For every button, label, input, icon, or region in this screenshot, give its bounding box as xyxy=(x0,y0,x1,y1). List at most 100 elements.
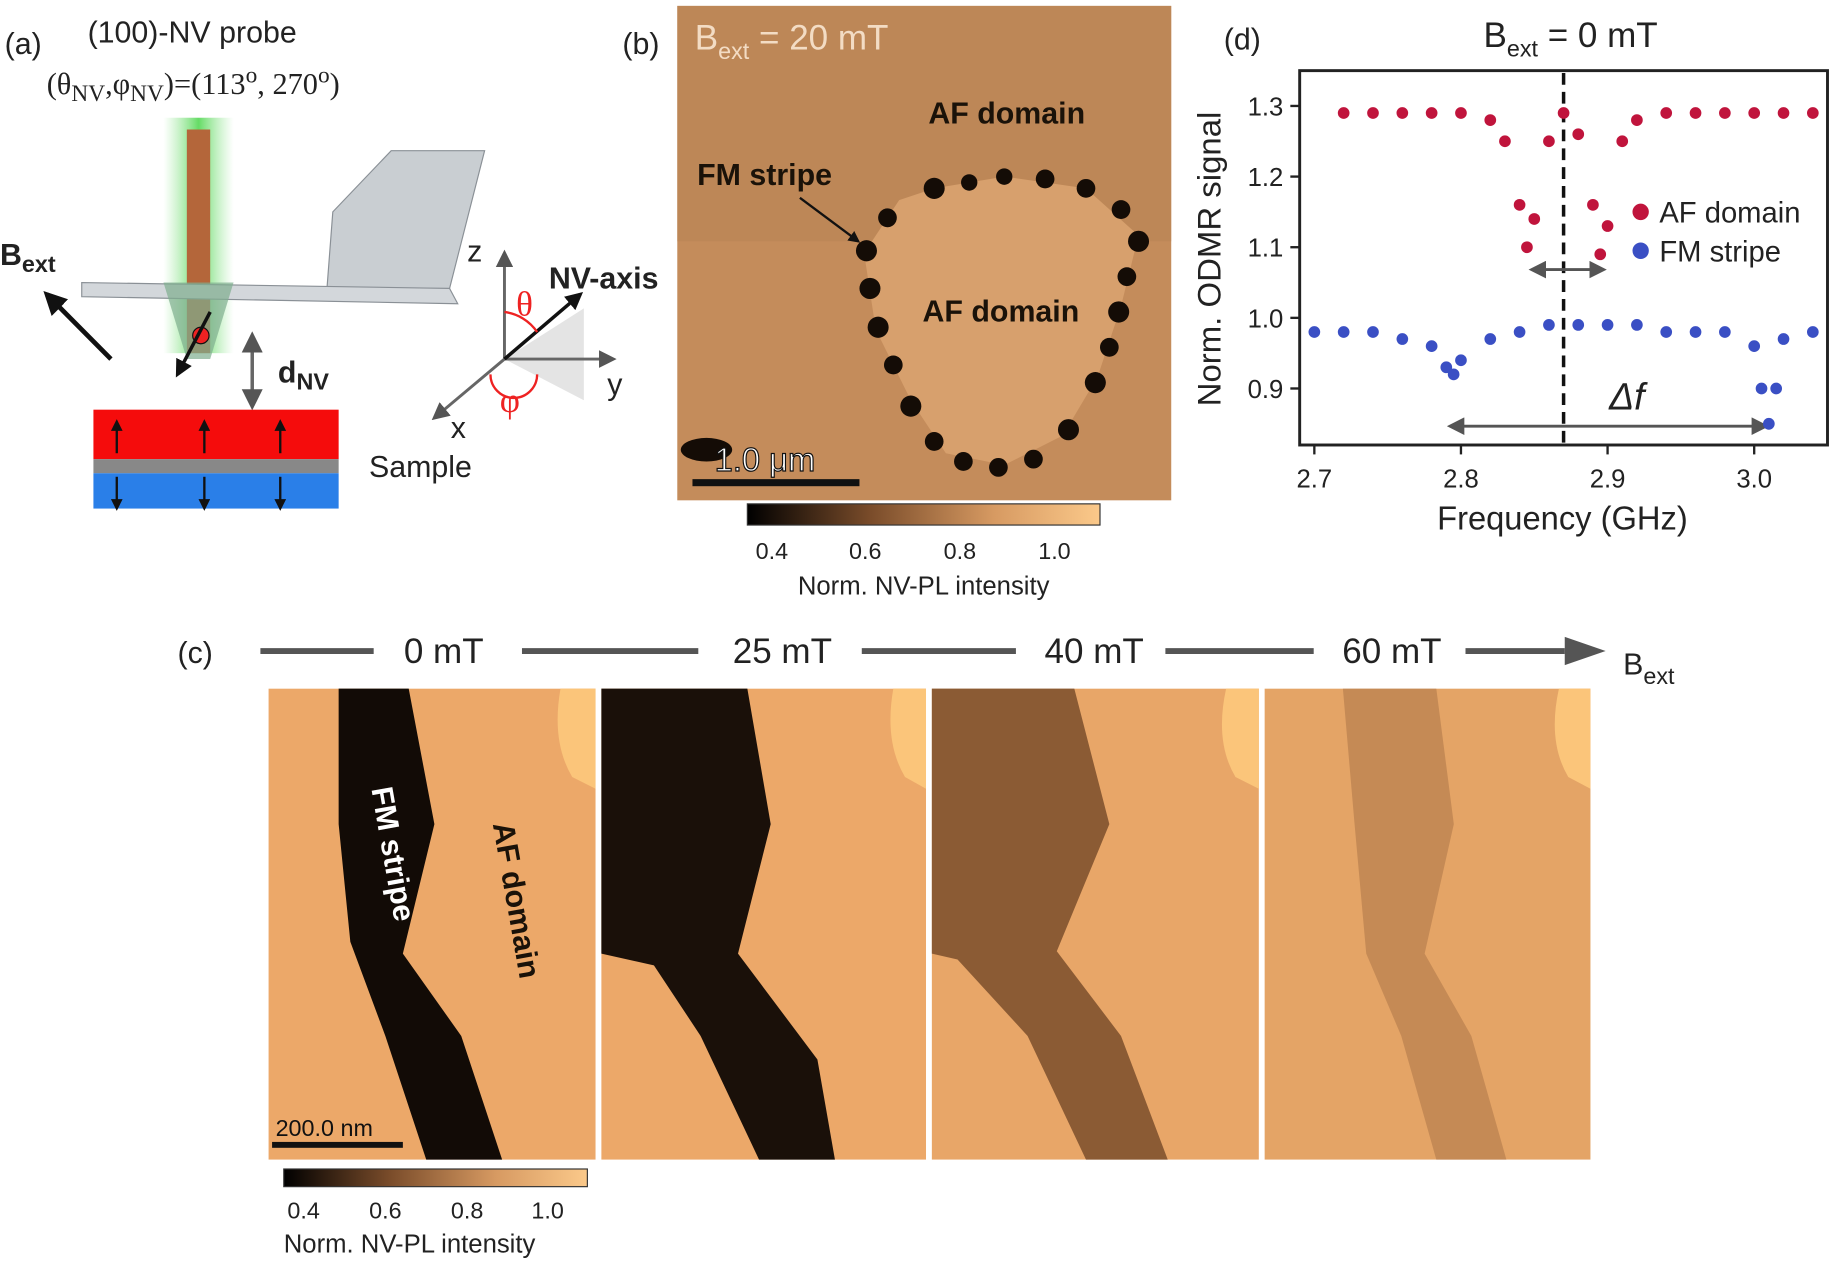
panel-label: (a) xyxy=(5,27,42,61)
marker xyxy=(1631,114,1643,126)
marker xyxy=(1806,107,1819,119)
marker xyxy=(1440,361,1453,374)
stripe xyxy=(931,688,1168,1160)
panel-label: (b) xyxy=(622,27,659,61)
colorbar-tick: 0.8 xyxy=(944,538,976,564)
x-tick-label: 2.9 xyxy=(1590,465,1626,493)
bext-arrow xyxy=(43,290,113,361)
marker xyxy=(1521,241,1533,254)
defect xyxy=(680,437,733,462)
marker xyxy=(1557,107,1570,119)
marker xyxy=(1587,198,1599,211)
nv-axis-label: NV-axis xyxy=(549,261,659,295)
phi-arc xyxy=(489,374,539,400)
t: ext xyxy=(1643,663,1675,689)
marker xyxy=(1455,354,1467,367)
marker xyxy=(1748,107,1761,119)
t: NV xyxy=(130,81,164,107)
y-tick-label: 1.1 xyxy=(1248,235,1284,263)
panel-label: (d) xyxy=(1224,22,1261,56)
marker xyxy=(1337,326,1350,338)
x-tick-label: 2.8 xyxy=(1443,465,1479,493)
domain-wall-dots xyxy=(855,168,1150,477)
dnv-label: dNV xyxy=(278,355,329,394)
t: d xyxy=(278,355,297,389)
spin-arrows xyxy=(110,419,287,511)
stripe xyxy=(338,688,503,1160)
marker xyxy=(1689,326,1702,338)
nv-plane xyxy=(504,308,584,401)
y-tick-label: 0.9 xyxy=(1248,376,1284,404)
marker xyxy=(1755,382,1768,395)
t: B xyxy=(695,18,718,57)
marker xyxy=(1396,333,1409,345)
marker xyxy=(1660,107,1673,119)
phi-label: φ xyxy=(500,381,520,420)
marker xyxy=(1748,340,1761,352)
colorbar-tick: 0.4 xyxy=(756,538,788,564)
field-arrowhead xyxy=(1564,636,1606,666)
t: (θ xyxy=(47,67,72,101)
layer-bottom xyxy=(93,473,339,509)
colorbar-tick: 1.0 xyxy=(531,1197,563,1223)
map-patch xyxy=(890,688,927,789)
af-label: AF domain xyxy=(923,294,1080,328)
axes-diagram xyxy=(431,249,617,421)
colorbar-tick: 0.6 xyxy=(369,1197,401,1223)
y-tick-label: 1.3 xyxy=(1248,93,1284,121)
marker xyxy=(1601,319,1614,331)
probe-title: (100)-NV probe xyxy=(88,15,297,49)
y-axis-label: Norm. ODMR signal xyxy=(1190,112,1227,407)
plot-frame xyxy=(1298,69,1829,447)
t: NV xyxy=(296,369,329,395)
stripe xyxy=(601,688,835,1160)
theta-label: θ xyxy=(516,284,533,323)
marker xyxy=(1777,333,1790,345)
t: , 270 xyxy=(257,67,318,101)
colorbar xyxy=(283,1168,588,1188)
t: NV xyxy=(71,81,105,107)
marker xyxy=(1572,128,1585,141)
scale-bar xyxy=(692,479,860,487)
field-label: 60 mT xyxy=(1342,632,1441,671)
x-tick-label: 2.7 xyxy=(1296,465,1332,493)
axis-y: y xyxy=(607,367,623,401)
marker xyxy=(1425,107,1438,119)
marker xyxy=(1513,198,1526,211)
marker xyxy=(1528,213,1541,225)
marker xyxy=(1455,107,1467,119)
stripe xyxy=(1342,688,1507,1160)
legend-marker xyxy=(1632,203,1649,221)
t: ) xyxy=(330,67,340,101)
domain xyxy=(864,176,1139,466)
scale-bar-label: 1.0 μm xyxy=(715,441,816,478)
field-label: 0 mT xyxy=(404,632,484,671)
t: )=(113 xyxy=(164,67,246,101)
field-label: 25 mT xyxy=(733,632,832,671)
theta-arc xyxy=(504,310,539,333)
colorbar-tick: 0.6 xyxy=(849,538,881,564)
marker xyxy=(1513,326,1526,338)
x-tick-label: 3.0 xyxy=(1736,465,1772,493)
layer-spacer xyxy=(93,459,339,474)
bext-label: Bext xyxy=(0,238,56,277)
t: o xyxy=(318,62,330,88)
colorbar-label: Norm. NV-PL intensity xyxy=(284,1230,536,1258)
cantilever xyxy=(326,150,486,290)
t: ext xyxy=(1507,35,1539,61)
marker xyxy=(1616,135,1629,148)
t: ext xyxy=(718,38,750,64)
t: = 0 mT xyxy=(1538,16,1658,55)
tip xyxy=(163,282,234,360)
angles: (θNV,φNV)=(113o, 270o) xyxy=(47,62,340,107)
x-axis-label: Frequency (GHz) xyxy=(1437,500,1688,537)
colorbar-tick: 0.8 xyxy=(451,1197,483,1223)
y-tick-label: 1.0 xyxy=(1248,305,1284,333)
colorbar-tick: 0.4 xyxy=(287,1197,319,1223)
marker xyxy=(1484,333,1497,345)
scale-bar xyxy=(272,1141,403,1148)
marker xyxy=(1689,107,1702,119)
y-tick-label: 1.2 xyxy=(1248,164,1284,192)
layer-top xyxy=(93,409,339,460)
axis-z: z xyxy=(467,234,482,268)
